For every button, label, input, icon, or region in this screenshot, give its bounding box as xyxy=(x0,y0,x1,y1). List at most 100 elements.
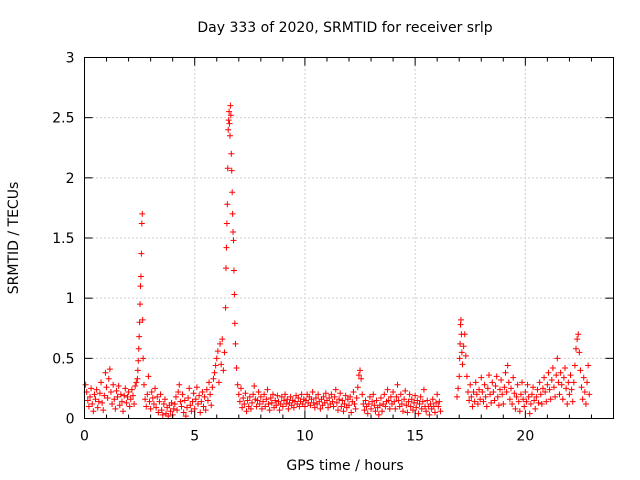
data-point xyxy=(139,316,146,323)
data-point xyxy=(414,397,421,404)
data-point xyxy=(530,384,537,391)
data-point xyxy=(132,383,139,390)
data-point xyxy=(88,385,95,392)
data-point xyxy=(426,411,433,418)
y-tick-label: 2 xyxy=(66,171,75,187)
data-point xyxy=(95,398,102,405)
data-point xyxy=(249,399,256,406)
data-point xyxy=(98,379,105,386)
data-point xyxy=(545,369,552,376)
data-point xyxy=(106,366,113,373)
data-point xyxy=(424,397,431,404)
data-point xyxy=(185,395,192,402)
data-point xyxy=(552,393,559,400)
data-point xyxy=(554,355,561,362)
data-point xyxy=(256,401,263,408)
data-point xyxy=(87,393,94,400)
data-point xyxy=(230,237,237,244)
data-point xyxy=(296,403,303,410)
data-point xyxy=(139,210,146,217)
data-point xyxy=(368,405,375,412)
data-point xyxy=(178,403,185,410)
data-point xyxy=(427,401,434,408)
y-tick-label: 2.5 xyxy=(52,111,74,127)
x-tick-labels: 0 5 10 15 20 xyxy=(80,429,534,445)
data-point xyxy=(134,375,141,382)
data-point xyxy=(470,389,477,396)
data-point xyxy=(379,408,386,415)
data-point xyxy=(385,397,392,404)
data-point xyxy=(224,201,231,208)
data-point xyxy=(467,381,474,388)
data-point xyxy=(411,399,418,406)
data-point xyxy=(494,393,501,400)
data-point xyxy=(278,393,285,400)
data-point xyxy=(459,361,466,368)
data-point xyxy=(455,385,462,392)
data-point xyxy=(272,397,279,404)
data-point xyxy=(519,379,526,386)
data-point xyxy=(137,283,144,290)
data-point xyxy=(357,367,364,374)
data-point xyxy=(559,396,566,403)
data-point xyxy=(465,389,472,396)
data-point xyxy=(524,381,531,388)
data-point xyxy=(104,395,111,402)
data-point xyxy=(213,355,220,362)
data-point xyxy=(350,389,357,396)
data-point xyxy=(468,393,475,400)
data-point xyxy=(276,407,283,414)
data-point xyxy=(215,379,222,386)
data-point xyxy=(180,409,187,416)
data-point xyxy=(472,379,479,386)
data-point xyxy=(122,385,129,392)
data-point xyxy=(510,374,517,381)
data-point xyxy=(168,399,175,406)
data-point xyxy=(401,396,408,403)
data-point xyxy=(90,408,97,415)
data-point xyxy=(420,386,427,393)
data-point xyxy=(225,117,232,124)
data-point xyxy=(513,393,520,400)
data-point xyxy=(189,398,196,405)
data-point xyxy=(584,379,591,386)
data-point xyxy=(230,228,237,235)
data-point xyxy=(144,391,151,398)
data-point xyxy=(542,389,549,396)
data-point xyxy=(269,391,276,398)
data-point xyxy=(433,399,440,406)
data-point xyxy=(398,401,405,408)
data-point xyxy=(509,401,516,408)
data-point xyxy=(92,396,99,403)
data-point xyxy=(211,369,218,376)
data-point xyxy=(221,349,228,356)
data-point xyxy=(429,396,436,403)
data-point xyxy=(284,396,291,403)
data-point xyxy=(463,373,470,380)
data-point xyxy=(535,399,542,406)
data-point xyxy=(571,362,578,369)
data-point xyxy=(239,404,246,411)
data-point xyxy=(407,403,414,410)
data-point xyxy=(417,393,424,400)
data-point xyxy=(149,395,156,402)
data-point xyxy=(253,403,260,410)
data-point xyxy=(326,395,333,402)
data-point xyxy=(159,411,166,418)
data-point xyxy=(250,391,257,398)
data-point xyxy=(491,397,498,404)
data-point xyxy=(376,402,383,409)
data-point xyxy=(512,405,519,412)
data-point xyxy=(301,403,308,410)
data-point xyxy=(268,399,275,406)
data-point xyxy=(469,403,476,410)
data-point xyxy=(462,352,469,359)
data-point xyxy=(402,387,409,394)
data-point xyxy=(207,391,214,398)
data-point xyxy=(482,393,489,400)
data-point xyxy=(311,404,318,411)
x-tick-label: 20 xyxy=(516,429,534,445)
data-point xyxy=(329,398,336,405)
data-point xyxy=(208,402,215,409)
